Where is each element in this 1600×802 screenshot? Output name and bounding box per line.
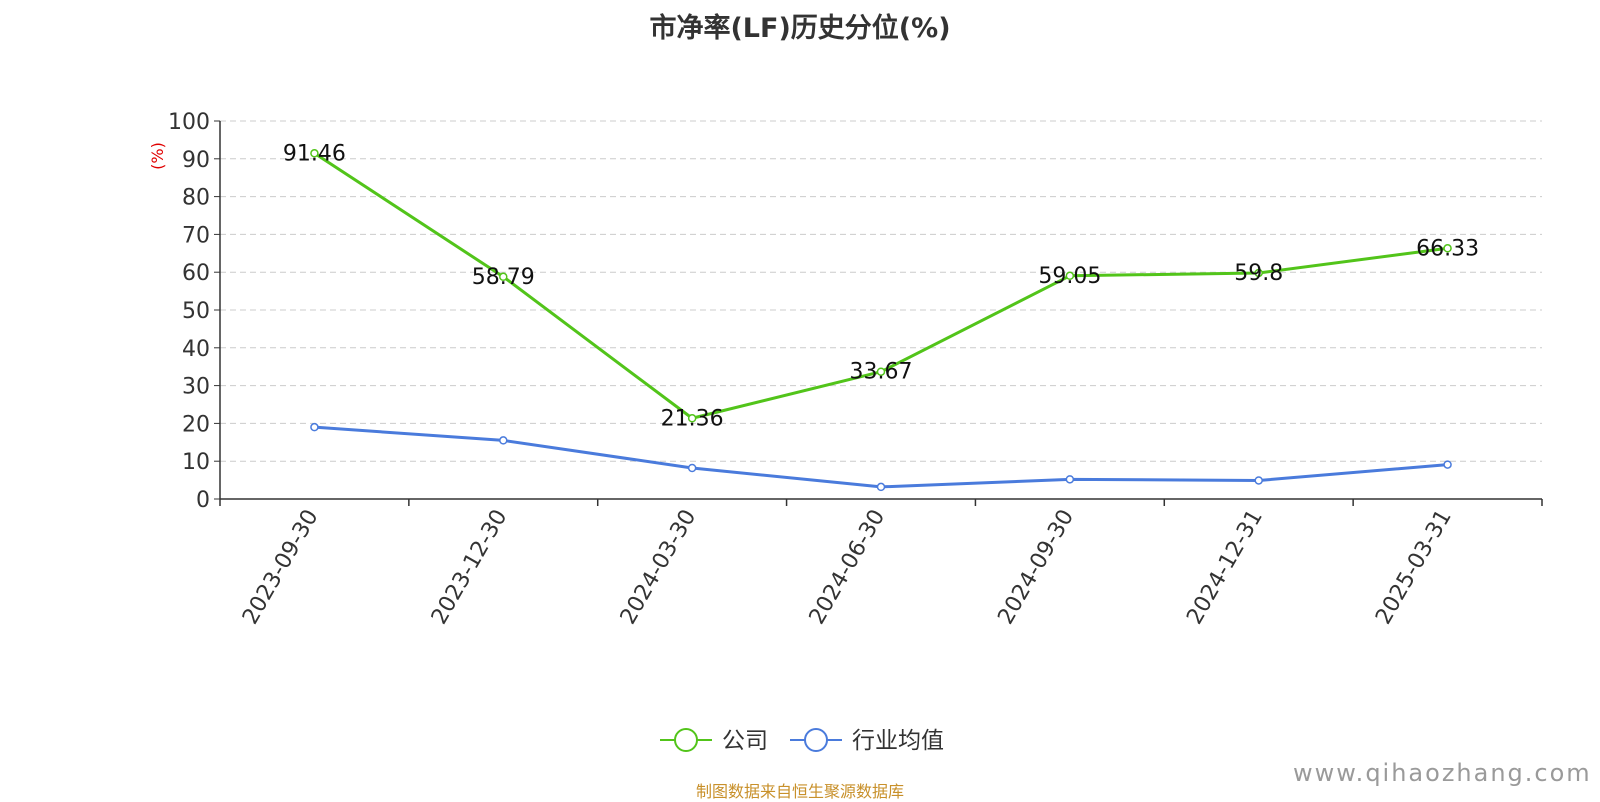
data-label: 59.8 [1234,261,1283,286]
legend-marker [674,728,698,752]
x-tick-label: 2025-03-31 [1371,506,1457,629]
y-tick-label: 70 [182,223,210,248]
legend-label: 公司 [722,728,768,754]
data-point [499,436,508,445]
y-tick-label: 30 [182,375,210,400]
data-label: 33.67 [850,360,913,385]
series-lines [310,149,1452,492]
axes: 0 10 20 30 40 50 60 70 80 90 100(%) 2023-09-30 2023-… [148,110,1543,629]
legend-label: 行业均值 [852,728,944,754]
source-note: 制图数据来自恒生聚源数据库 [695,782,904,801]
data-point [310,149,319,158]
x-tick-label: 2023-09-30 [238,506,324,629]
chart-title: 市净率(LF)历史分位(%) [649,13,951,44]
data-point [687,414,697,423]
series-line [314,425,1448,489]
data-label: 58.79 [472,265,535,290]
data-label: 59.05 [1038,264,1101,289]
y-tick-label: 90 [182,148,210,173]
y-tick-label: 40 [182,337,210,362]
x-tick-label: 2023-12-30 [427,506,513,629]
y-axis-label: (%) [148,142,167,170]
legend-item[interactable]: 公司 [660,728,768,754]
data-label: 91.46 [283,141,346,166]
x-tick-label: 2024-06-30 [805,506,891,629]
y-tick-label: 20 [182,412,210,437]
y-tick-label: 80 [182,186,210,211]
x-tick-label: 2024-12-31 [1182,506,1268,629]
data-labels: 91.46 58.79 21.36 33.67 59.05 59.8 66.33 [283,141,1479,431]
data-point [1443,460,1452,469]
y-tick-label: 10 [182,450,210,475]
data-point [1254,268,1263,278]
data-point [876,367,886,376]
data-point [310,422,319,432]
legend-item[interactable]: 行业均值 [790,728,944,754]
x-tick-label: 2024-03-30 [616,506,702,629]
legend[interactable]: 公司 行业均值 [660,728,944,754]
data-point [499,272,508,282]
data-point [1254,476,1263,485]
watermark: www.qihaozhang.com [1293,759,1592,787]
grid-lines [220,120,1542,462]
data-point [1443,244,1452,253]
data-point [876,482,886,492]
x-tick-label: 2024-09-30 [993,506,1079,629]
data-label: 66.33 [1416,236,1479,261]
y-tick-label: 60 [182,261,210,286]
y-tick-label: 50 [182,299,210,324]
y-tick-label: 100 [168,110,210,135]
y-tick-label: 0 [196,488,210,513]
data-label: 21.36 [661,406,724,431]
data-point [1065,271,1075,281]
data-point [1065,475,1075,484]
legend-marker [804,728,828,752]
data-point [687,463,697,473]
